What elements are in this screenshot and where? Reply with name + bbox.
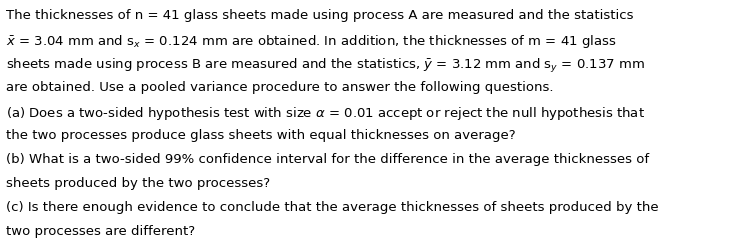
Text: The thicknesses of n = 41 glass sheets made using process A are measured and the: The thicknesses of n = 41 glass sheets m…: [6, 9, 633, 22]
Text: are obtained. Use a pooled variance procedure to answer the following questions.: are obtained. Use a pooled variance proc…: [6, 81, 553, 94]
Text: (c) Is there enough evidence to conclude that the average thicknesses of sheets : (c) Is there enough evidence to conclude…: [6, 201, 659, 214]
Text: (a) Does a two-sided hypothesis test with size $\alpha$ = 0.01 accept or reject : (a) Does a two-sided hypothesis test wit…: [6, 105, 645, 122]
Text: sheets made using process B are measured and the statistics, $\bar{y}$ = 3.12 mm: sheets made using process B are measured…: [6, 57, 645, 75]
Text: two processes are different?: two processes are different?: [6, 225, 195, 238]
Text: $\bar{x}$ = 3.04 mm and s$_x$ = 0.124 mm are obtained. In addition, the thicknes: $\bar{x}$ = 3.04 mm and s$_x$ = 0.124 mm…: [6, 33, 616, 50]
Text: sheets produced by the two processes?: sheets produced by the two processes?: [6, 177, 270, 190]
Text: (b) What is a two-sided 99% confidence interval for the difference in the averag: (b) What is a two-sided 99% confidence i…: [6, 153, 649, 166]
Text: the two processes produce glass sheets with equal thicknesses on average?: the two processes produce glass sheets w…: [6, 129, 515, 142]
